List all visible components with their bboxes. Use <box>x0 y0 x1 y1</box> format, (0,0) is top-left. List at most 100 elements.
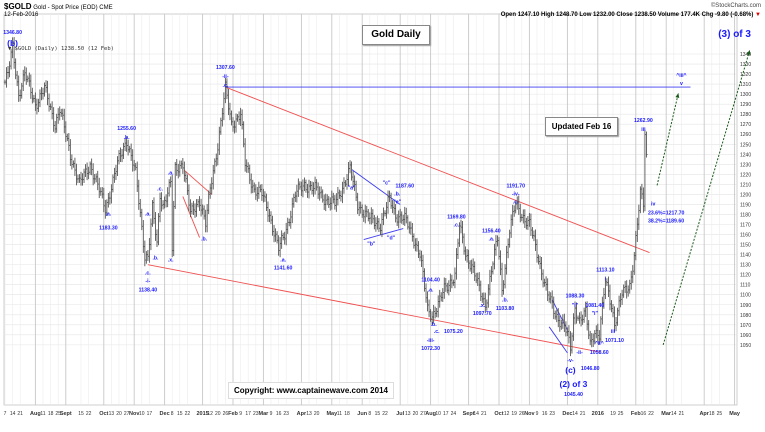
x-tick-label: 9 <box>536 411 539 417</box>
x-tick-label: Feb <box>228 411 238 417</box>
price-bars <box>3 37 648 357</box>
trendline-wedge-nov-top <box>551 299 568 331</box>
x-tick-label: 8 <box>171 411 174 417</box>
wave-label: (b) <box>7 38 18 48</box>
plot-frame <box>3 13 738 406</box>
trendline-dec-wedge-top <box>184 170 213 195</box>
wave-label: .a. <box>280 258 286 264</box>
wave-label: (2) of 3 <box>560 379 588 389</box>
symbol-line: $GOLD Gold - Spot Price (EOD) CME <box>4 2 113 11</box>
y-tick-label: 1270 <box>740 122 751 128</box>
wave-label: ^ii^ <box>595 341 604 347</box>
x-tick-label: 23 <box>549 411 555 417</box>
x-tick-label: 19 <box>610 411 616 417</box>
x-tick-label: 8 <box>368 411 371 417</box>
wave-label: 1262.90 <box>634 118 653 124</box>
wave-label: .c. <box>145 271 151 277</box>
quote-values: Open 1247.10 High 1248.70 Low 1232.00 Cl… <box>500 12 754 18</box>
wave-label: 1045.40 <box>564 392 583 398</box>
wave-label: iv <box>651 201 655 207</box>
x-tick-label: 14 <box>572 411 578 417</box>
projection-wave-v-target <box>656 93 679 186</box>
x-tick-label: 11 <box>40 411 45 417</box>
y-tick-label: 1060 <box>740 333 751 339</box>
x-tick-label: 10 <box>435 411 441 417</box>
x-tick-label: 27 <box>420 411 426 417</box>
y-tick-label: 1080 <box>740 313 751 319</box>
x-tick-label: 2015 <box>196 411 208 417</box>
wave-label: i <box>605 277 607 283</box>
y-tick-label: 1300 <box>740 92 751 98</box>
wave-label: 1071.10 <box>605 338 624 344</box>
x-tick-label: 21 <box>580 411 586 417</box>
wave-label: 1104.40 <box>421 278 440 284</box>
instrument-name: Gold - Spot Price (EOD) CME <box>33 5 113 11</box>
wave-label: "i" <box>572 303 579 309</box>
wave-label: -ii- <box>222 74 229 80</box>
wave-label: 1075.20 <box>444 329 463 335</box>
wave-label: .c. <box>513 199 519 205</box>
y-tick-label: 1230 <box>740 162 751 168</box>
x-tick-label: Apr <box>297 411 307 417</box>
x-tick-label: Sept <box>60 411 72 417</box>
x-tick-label: 23 <box>253 411 259 417</box>
y-tick-label: 1210 <box>740 182 751 188</box>
x-tick-label: 15 <box>375 411 381 417</box>
y-tick-label: 1120 <box>740 273 751 279</box>
wave-label: 23.6%=1217.70 <box>648 210 685 216</box>
x-tick-label: 13 <box>306 411 312 417</box>
wave-label: 38.2%=1189.60 <box>648 218 684 224</box>
projection-wave-3-target <box>662 49 751 346</box>
wave-label: -ii- <box>576 350 583 356</box>
trendline-upper-channel <box>225 86 650 254</box>
wave-label: .b. <box>201 237 208 243</box>
wave-label: "b" <box>367 242 376 248</box>
wave-label: -iii- <box>427 338 435 344</box>
trendline-dec-wedge-bottom <box>182 196 200 238</box>
source-credit: ©StockCharts.com <box>710 3 761 9</box>
wave-label: 1255.60 <box>117 126 136 132</box>
y-tick-label: 1260 <box>740 132 751 138</box>
y-tick-label: 1200 <box>740 192 751 198</box>
y-tick-label: 1340 <box>740 52 751 58</box>
x-tick-label: 12 <box>207 411 213 417</box>
wave-label: .b. <box>502 298 509 304</box>
wave-label: -i- <box>145 279 150 285</box>
wave-label: 1072.30 <box>421 346 440 352</box>
wave-label: "c" <box>383 180 391 186</box>
wave-label: "e" <box>393 199 401 205</box>
y-tick-label: 1250 <box>740 142 751 148</box>
trendlines <box>147 86 691 354</box>
x-tick-label: 22 <box>648 411 654 417</box>
title-box: Gold Daily <box>362 25 430 45</box>
x-tick-label: Oct <box>494 411 503 417</box>
wave-label: 1046.80 <box>581 366 600 372</box>
wave-label: iii <box>641 127 646 133</box>
wave-label: .x. <box>479 303 485 309</box>
wave-label: 1141.60 <box>274 266 293 272</box>
x-tick-label: Apr <box>699 411 709 417</box>
wave-label: -v- <box>567 358 574 364</box>
x-tick-label: 16 <box>276 411 282 417</box>
x-tick-label: 14 <box>10 411 16 417</box>
x-tick-label: 15 <box>78 411 84 417</box>
x-tick-label: 7 <box>4 411 7 417</box>
x-tick-label: Nov <box>524 411 535 417</box>
x-tick-label: 20 <box>413 411 419 417</box>
x-tick-label: 19 <box>511 411 517 417</box>
trendline-triangle-top <box>351 168 401 205</box>
x-tick-label: 20 <box>314 411 320 417</box>
x-tick-label: Sept <box>463 411 475 417</box>
x-tick-label: 17 <box>245 411 251 417</box>
x-tick-label: May <box>729 411 741 417</box>
legend: ▼ $GOLD (Daily) 1238.50 (12 Feb) <box>8 46 114 52</box>
x-tick-label: 24 <box>451 411 457 417</box>
y-tick-label: 1290 <box>740 102 751 108</box>
x-tick-label: Dec <box>160 411 170 417</box>
y-axis: 1050 1060 1070 1080 1090 1100 1110 1120 1130 1140… <box>740 52 751 349</box>
wave-label: -iv- <box>512 191 520 197</box>
x-tick-label: 13 <box>405 411 411 417</box>
wave-label: .c. <box>454 223 460 229</box>
wave-label: (3) of 3 <box>718 29 751 40</box>
